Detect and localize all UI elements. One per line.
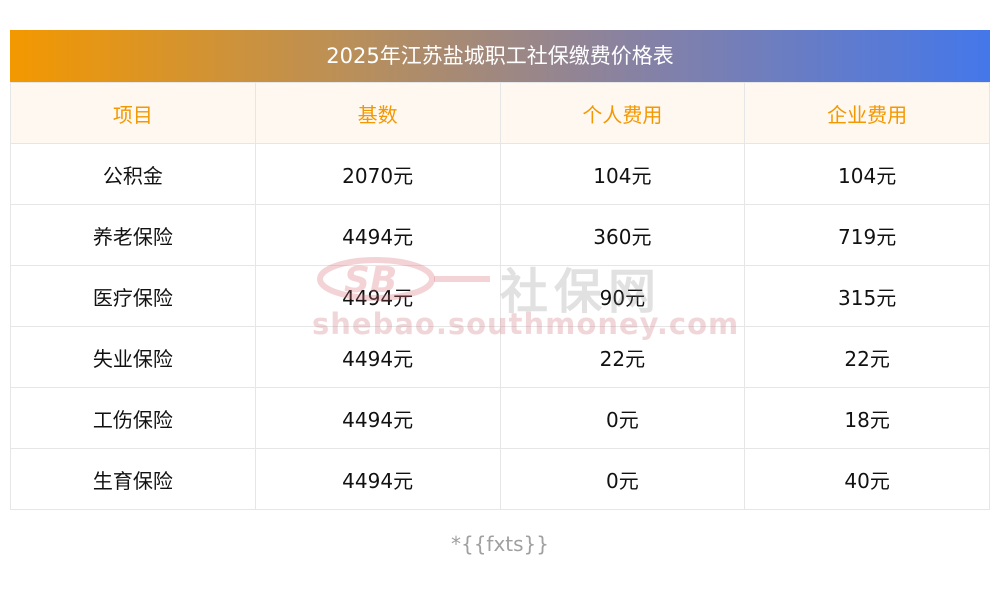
header-company-cost: 企业费用	[744, 82, 990, 144]
cell-item: 医疗保险	[10, 265, 256, 327]
table-title: 2025年江苏盐城职工社保缴费价格表	[10, 30, 990, 82]
table-row: 生育保险 4494元 0元 40元	[10, 448, 990, 510]
header-personal-cost: 个人费用	[499, 82, 746, 144]
header-item: 项目	[10, 82, 256, 144]
cell-company: 18元	[744, 387, 990, 449]
table-row: 公积金 2070元 104元 104元	[10, 143, 990, 205]
price-table: 项目 基数 个人费用 企业费用 公积金 2070元 104元 104元 养老保险…	[10, 82, 990, 510]
cell-base: 4494元	[254, 265, 501, 327]
cell-base: 4494元	[254, 204, 501, 266]
cell-personal: 104元	[499, 143, 746, 205]
cell-personal: 22元	[499, 326, 746, 388]
cell-personal: 90元	[499, 265, 746, 327]
cell-item: 失业保险	[10, 326, 256, 388]
header-base: 基数	[254, 82, 501, 144]
cell-base: 4494元	[254, 448, 501, 510]
cell-item: 养老保险	[10, 204, 256, 266]
table-header-row: 项目 基数 个人费用 企业费用	[10, 82, 990, 144]
cell-company: 104元	[744, 143, 990, 205]
footnote: *{{fxts}}	[450, 532, 550, 556]
cell-item: 生育保险	[10, 448, 256, 510]
cell-base: 4494元	[254, 326, 501, 388]
cell-personal: 360元	[499, 204, 746, 266]
table-row: 养老保险 4494元 360元 719元	[10, 204, 990, 266]
cell-company: 22元	[744, 326, 990, 388]
cell-base: 2070元	[254, 143, 501, 205]
cell-item: 工伤保险	[10, 387, 256, 449]
table-row: 医疗保险 4494元 90元 315元	[10, 265, 990, 327]
cell-item: 公积金	[10, 143, 256, 205]
cell-company: 40元	[744, 448, 990, 510]
table-row: 工伤保险 4494元 0元 18元	[10, 387, 990, 449]
cell-company: 315元	[744, 265, 990, 327]
price-table-card: 2025年江苏盐城职工社保缴费价格表 项目 基数 个人费用 企业费用 公积金 2…	[10, 30, 990, 510]
cell-personal: 0元	[499, 387, 746, 449]
cell-personal: 0元	[499, 448, 746, 510]
table-row: 失业保险 4494元 22元 22元	[10, 326, 990, 388]
cell-company: 719元	[744, 204, 990, 266]
cell-base: 4494元	[254, 387, 501, 449]
